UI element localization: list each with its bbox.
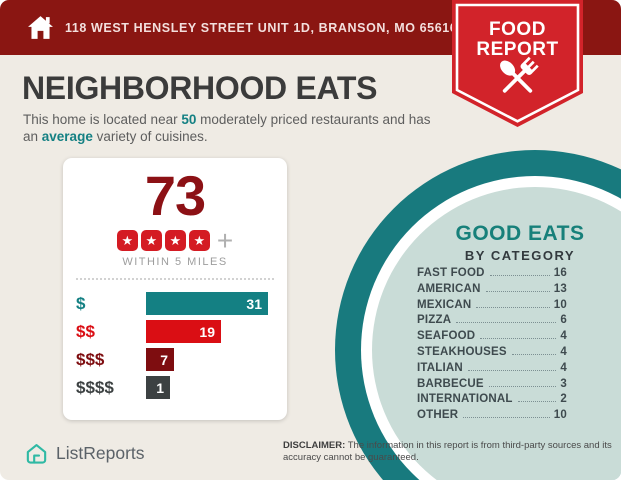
plus-sign: + (216, 225, 234, 256)
bar: 7 (146, 348, 174, 371)
intro-text-part3: variety of cuisines. (92, 128, 208, 144)
category-count: 6 (560, 314, 567, 327)
listreports-logo: ListReports (24, 441, 145, 466)
category-name: PIZZA (417, 314, 452, 327)
page-title: NEIGHBORHOOD EATS (22, 70, 378, 106)
category-name: AMERICAN (417, 282, 481, 295)
category-row: MEXICAN 10 (417, 299, 567, 315)
category-count: 2 (560, 393, 567, 406)
category-row: PIZZA 6 (417, 314, 567, 330)
price-tier-bar-chart: $31 $$ 19 $$$ 7 $$$$ 1 (63, 292, 287, 399)
badge-title: FOOD REPORT (452, 20, 583, 60)
category-name: MEXICAN (417, 298, 472, 311)
radius-caption: WITHIN 5 MILES (122, 256, 228, 268)
intro-text: This home is located near 50 moderately … (23, 112, 435, 145)
intro-text-part1: This home is located near (23, 112, 182, 127)
dotted-leader (485, 290, 550, 292)
category-count: 4 (560, 330, 567, 343)
brand-name: ListReports (56, 443, 145, 463)
property-address: 118 WEST HENSLEY STREET UNIT 1D, BRANSON… (65, 20, 458, 35)
good-eats-subtitle: BY CATEGORY (464, 248, 576, 263)
category-name: FAST FOOD (417, 267, 485, 279)
star-icon: ★ (188, 230, 210, 251)
dotted-divider (76, 278, 274, 280)
dotted-leader (480, 338, 557, 340)
star-rating: ★ ★ ★ ★ + (63, 225, 287, 256)
category-count: 13 (553, 282, 567, 295)
dotted-leader (488, 385, 557, 387)
price-tier-label: $$ (76, 321, 95, 341)
good-eats-heading: GOOD EATS BY CATEGORY (412, 222, 621, 263)
category-count: 16 (553, 267, 567, 279)
category-name: ITALIAN (417, 361, 463, 374)
restaurant-count-highlight: 50 (181, 112, 197, 127)
dotted-leader (467, 369, 557, 371)
category-name: STEAKHOUSES (417, 345, 507, 358)
price-tier-label: $$$ (76, 349, 105, 369)
bar: 19 (146, 320, 221, 343)
food-report-badge: FOOD REPORT (452, 0, 583, 127)
price-tier-label: $ (76, 293, 86, 313)
disclaimer-text: The information in this report is from t… (283, 440, 612, 463)
category-count: 10 (553, 298, 567, 311)
dotted-leader (463, 417, 550, 419)
dotted-leader (476, 306, 550, 308)
dotted-leader (517, 401, 557, 403)
category-count: 10 (553, 409, 567, 422)
bar-row: $$ 19 (63, 320, 287, 343)
category-row: ITALIAN 4 (417, 362, 567, 378)
fork-spoon-crossed-icon (500, 56, 539, 93)
star-icon: ★ (164, 230, 186, 251)
variety-highlight: average (41, 128, 93, 144)
total-restaurants-count: 73 (144, 164, 206, 227)
category-name: SEAFOOD (417, 330, 476, 343)
price-tier-label: $$$$ (76, 377, 114, 397)
category-name: INTERNATIONAL (417, 393, 513, 406)
category-row: AMERICAN 13 (417, 283, 567, 299)
bar-row: $$$ 7 (63, 348, 287, 371)
category-row: SEAFOOD 4 (417, 330, 567, 346)
category-row: INTERNATIONAL 2 (417, 393, 567, 409)
dotted-leader (456, 322, 557, 324)
disclaimer: DISCLAIMER: The information in this repo… (283, 440, 619, 464)
category-row: BARBECUE 3 (417, 378, 567, 394)
restaurant-summary-card: 73 ★ ★ ★ ★ + WITHIN 5 MILES $31 $$ 19 $$$ 7 $$$$ 1 (63, 158, 287, 420)
category-count: 3 (560, 377, 567, 390)
home-icon (28, 16, 53, 39)
bar-row: $31 (63, 292, 287, 315)
category-count: 4 (560, 345, 567, 358)
intro-text-part2: moderately priced restaurants and has an (23, 112, 431, 144)
bar: 1 (146, 376, 170, 399)
category-row: FAST FOOD 16 (417, 267, 567, 283)
good-eats-title: GOOD EATS (455, 222, 585, 245)
listreports-house-icon (26, 443, 47, 464)
category-name: BARBECUE (417, 377, 484, 390)
star-icon: ★ (140, 230, 162, 251)
star-icon: ★ (116, 230, 138, 251)
category-row: OTHER 10 (417, 409, 567, 425)
bar-row: $$$$ 1 (63, 376, 287, 399)
category-name: OTHER (417, 409, 459, 422)
disclaimer-label: DISCLAIMER: (283, 440, 346, 451)
bar: 31 (146, 292, 268, 315)
dotted-leader (511, 353, 557, 355)
category-list: FAST FOOD 16 AMERICAN 13 MEXICAN 10 PIZZA 6 SEAF… (417, 267, 567, 425)
badge-line1: FOOD (489, 19, 546, 40)
category-count: 4 (560, 361, 567, 374)
dotted-leader (489, 275, 550, 276)
category-row: STEAKHOUSES 4 (417, 346, 567, 362)
badge-line2: REPORT (476, 39, 559, 60)
